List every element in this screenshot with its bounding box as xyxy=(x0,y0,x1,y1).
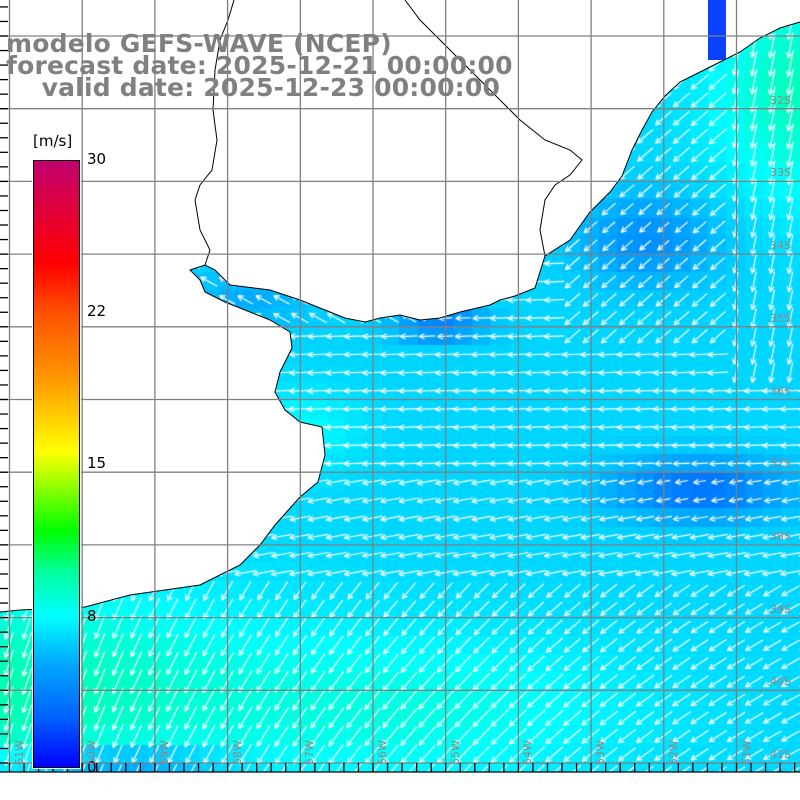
longitude-label: 53W xyxy=(594,740,608,765)
river-border xyxy=(194,0,235,266)
longitude-label: 55W xyxy=(448,740,462,765)
land-mass xyxy=(0,0,800,612)
colorbar-label-8: 8 xyxy=(87,607,97,625)
latitude-label: 41S xyxy=(770,748,791,761)
latitude-label: 39S xyxy=(770,602,791,616)
latitude-label: 36S xyxy=(770,384,791,398)
latitude-label: 38S xyxy=(770,529,791,543)
latitude-label: 35S xyxy=(770,311,791,325)
longitude-label: 61W xyxy=(12,740,26,765)
longitude-label: 60W xyxy=(85,740,99,765)
colorbar-label-30: 30 xyxy=(87,150,107,168)
longitude-label: 51W xyxy=(739,740,753,765)
longitude-label: 58W xyxy=(230,740,244,765)
latitude-label: 40S xyxy=(770,675,791,689)
coast-north xyxy=(404,0,583,257)
colorbar xyxy=(33,160,80,768)
title-valid-date: valid date: 2025-12-23 00:00:00 xyxy=(6,73,501,102)
latitude-label: 37S xyxy=(770,457,791,471)
title-forecast-date: forecast date: 2025-12-21 00:00:00 xyxy=(6,51,513,80)
axis-ticks xyxy=(0,6,800,773)
colorbar-label-0: 0 xyxy=(87,758,97,776)
latitude-label: 34S xyxy=(770,239,791,253)
colorbar-label-22: 22 xyxy=(87,302,107,320)
longitude-label: 57W xyxy=(303,740,317,765)
graticule xyxy=(0,0,800,772)
longitude-label: 54W xyxy=(521,740,535,765)
colorbar-label-15: 15 xyxy=(87,454,107,472)
title-model: modelo GEFS-WAVE (NCEP) xyxy=(6,29,392,58)
latitude-label: 33S xyxy=(770,166,791,180)
latitude-label: 32S xyxy=(770,93,791,107)
lagoon xyxy=(708,0,726,60)
colorbar-unit: [m/s] xyxy=(33,132,73,150)
longitude-label: 56W xyxy=(376,740,389,765)
longitude-label: 52W xyxy=(666,740,680,765)
longitude-label: 59W xyxy=(157,740,171,765)
